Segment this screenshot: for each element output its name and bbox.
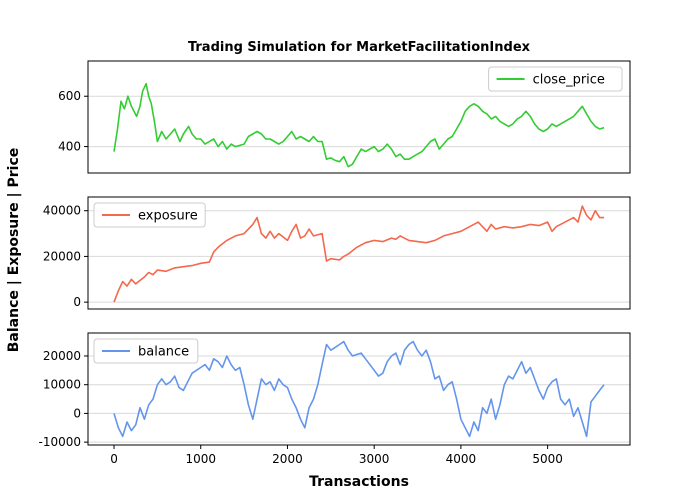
legend-box xyxy=(93,202,206,228)
axes-frame xyxy=(87,196,631,310)
axes-frame xyxy=(87,60,631,174)
y-tick-label: 40000 xyxy=(43,204,81,218)
legend-label: balance xyxy=(138,345,189,360)
y-tick-label: 600 xyxy=(58,89,81,103)
y-tick-label: 400 xyxy=(58,140,81,154)
legend-label: close_price xyxy=(533,73,605,88)
x-tick-label: 5000 xyxy=(532,452,563,466)
series-line-close_price xyxy=(113,82,605,168)
series-line-exposure xyxy=(113,205,604,303)
y-tick-label: 20000 xyxy=(43,249,81,263)
chart-title: Trading Simulation for MarketFacilitatio… xyxy=(188,40,531,55)
legend-box xyxy=(488,66,623,92)
x-tick-label: 2000 xyxy=(272,452,303,466)
series-line-balance xyxy=(113,340,605,438)
x-tick-label: 4000 xyxy=(446,452,477,466)
y-tick-label: 0 xyxy=(73,295,81,309)
x-tick-label: 1000 xyxy=(185,452,216,466)
x-tick-label: 0 xyxy=(110,452,118,466)
panel-balance: -10000 0 10000 20000 balance xyxy=(38,332,631,449)
y-tick-label: 10000 xyxy=(43,378,81,392)
y-tick-label: 0 xyxy=(73,406,81,420)
legend-box xyxy=(93,338,199,364)
y-axis-label: Balance | Exposure | Price xyxy=(6,148,22,353)
y-tick-label: 20000 xyxy=(43,349,81,363)
legend-exposure: exposure xyxy=(93,202,206,228)
panel-exposure: 0 20000 40000 exposure xyxy=(43,196,631,310)
legend-label: exposure xyxy=(138,209,198,224)
x-axis: 0 1000 2000 3000 4000 5000 xyxy=(110,445,563,466)
x-axis-label: Transactions xyxy=(309,474,409,490)
panel-close_price: 400 600 close_price xyxy=(58,60,631,174)
legend-balance: balance xyxy=(93,338,199,364)
legend-close_price: close_price xyxy=(488,66,623,92)
x-tick-label: 3000 xyxy=(359,452,390,466)
y-tick-label: -10000 xyxy=(38,435,81,449)
axes-frame xyxy=(87,332,631,446)
